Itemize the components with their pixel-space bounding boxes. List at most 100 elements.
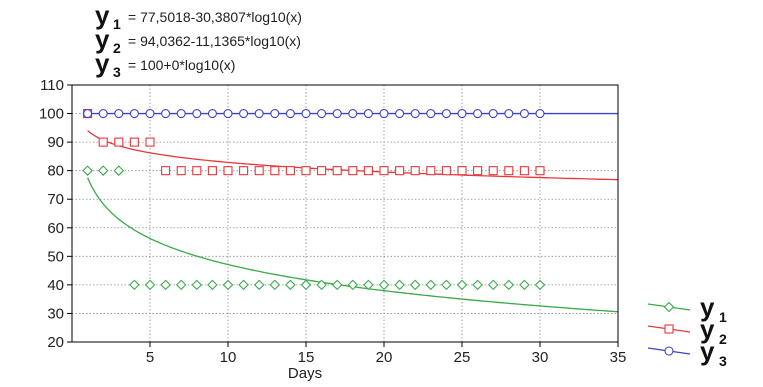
equation-1-subscript: 1: [113, 16, 121, 32]
equation-2-text: = 94,0362-11,1365*log10(x): [128, 33, 301, 49]
equations-block: y 1 = 77,5018-30,3807*log10(x) y 2 = 94,0362-…: [95, 0, 302, 80]
y-tick-label: 100: [39, 106, 64, 123]
data-point-y1: [441, 279, 452, 291]
data-point-y1: [253, 279, 265, 291]
data-points: [82, 109, 546, 291]
legend-marker-y3: [664, 346, 674, 356]
data-point-y3: [98, 109, 108, 119]
data-point-y2: [426, 166, 436, 176]
data-point-y3: [410, 109, 420, 119]
data-point-y1: [191, 279, 203, 291]
data-point-y3: [379, 109, 389, 119]
data-point-y2: [519, 166, 529, 176]
data-point-y2: [488, 166, 498, 176]
equation-3-subscript: 3: [113, 64, 121, 80]
data-point-y1: [347, 279, 359, 291]
data-point-y2: [145, 137, 155, 147]
data-point-y3: [317, 109, 327, 119]
data-point-y2: [285, 166, 295, 176]
data-point-y3: [457, 109, 467, 119]
x-tick-label: 20: [376, 349, 393, 366]
data-point-y3: [348, 109, 358, 119]
data-point-y2: [270, 166, 280, 176]
data-point-y2: [457, 166, 467, 176]
equation-3-text: = 100+0*log10(x): [128, 57, 235, 73]
x-tick-label: 35: [610, 349, 627, 366]
data-point-y1: [456, 279, 468, 291]
data-point-y1: [487, 279, 499, 291]
data-point-y2: [239, 166, 249, 176]
data-point-y2: [317, 166, 327, 176]
data-point-y1: [316, 279, 327, 291]
equation-2-subscript: 2: [113, 40, 121, 56]
legend-label-y1: y: [700, 292, 715, 322]
x-tick-label: 5: [146, 349, 154, 366]
data-point-y3: [285, 109, 295, 119]
data-point-y1: [409, 279, 421, 291]
data-point-y2: [441, 166, 451, 176]
data-point-y3: [426, 109, 436, 119]
data-point-y3: [504, 109, 514, 119]
data-point-y1: [238, 279, 249, 291]
data-point-y3: [207, 109, 217, 119]
y-tick-label: 80: [47, 163, 64, 180]
data-point-y2: [223, 166, 233, 176]
data-point-y1: [97, 165, 109, 176]
y-tick-label: 30: [47, 305, 64, 322]
data-point-y2: [379, 166, 389, 176]
data-point-y1: [269, 279, 281, 291]
data-point-y2: [348, 166, 358, 176]
legend-label-y2: y: [700, 314, 715, 344]
data-point-y1: [300, 279, 312, 291]
x-tick-label: 15: [298, 349, 315, 366]
legend-label-y3: y: [700, 336, 715, 366]
data-point-y1: [144, 279, 156, 291]
x-tick-label: 25: [454, 349, 471, 366]
data-point-y2: [363, 166, 373, 176]
data-point-y2: [114, 137, 124, 147]
data-point-y3: [473, 109, 483, 119]
data-point-y3: [488, 109, 498, 119]
data-point-y3: [363, 109, 373, 119]
data-point-y1: [82, 165, 93, 176]
data-point-y1: [331, 279, 343, 291]
data-point-y2: [98, 137, 108, 147]
data-point-y1: [472, 279, 483, 291]
data-point-y1: [285, 279, 296, 291]
y-tick-label: 70: [47, 191, 64, 208]
data-point-y2: [535, 166, 545, 176]
data-point-y2: [332, 166, 342, 176]
data-point-y2: [254, 166, 264, 176]
data-point-y2: [504, 166, 514, 176]
legend-subscript-y2: 2: [719, 331, 727, 347]
data-point-y1: [175, 279, 187, 291]
x-tick-label: 30: [532, 349, 549, 366]
y-tick-label: 90: [47, 134, 64, 151]
x-axis-label: Days: [288, 365, 322, 382]
data-point-y3: [535, 109, 545, 119]
data-point-y1: [534, 279, 546, 291]
data-point-y2: [176, 166, 186, 176]
data-point-y2: [192, 166, 202, 176]
data-point-y3: [395, 109, 405, 119]
data-point-y3: [301, 109, 311, 119]
legend-subscript-y1: 1: [719, 309, 727, 325]
legend-marker-y2: [664, 324, 674, 334]
data-point-y2: [301, 166, 311, 176]
legend: y 1y 2y 3: [647, 292, 727, 369]
data-point-y3: [223, 109, 233, 119]
data-point-y1: [503, 279, 515, 291]
data-point-y3: [176, 109, 186, 119]
y-tick-label: 50: [47, 248, 64, 265]
equation-1-text: = 77,5018-30,3807*log10(x): [128, 9, 302, 25]
data-point-y3: [239, 109, 249, 119]
data-point-y1: [160, 279, 171, 291]
data-point-y1: [207, 279, 218, 291]
data-point-y3: [192, 109, 202, 119]
data-point-y3: [332, 109, 342, 119]
data-point-y1: [113, 165, 125, 176]
data-point-y3: [519, 109, 529, 119]
equation-2-var: y: [95, 24, 110, 54]
